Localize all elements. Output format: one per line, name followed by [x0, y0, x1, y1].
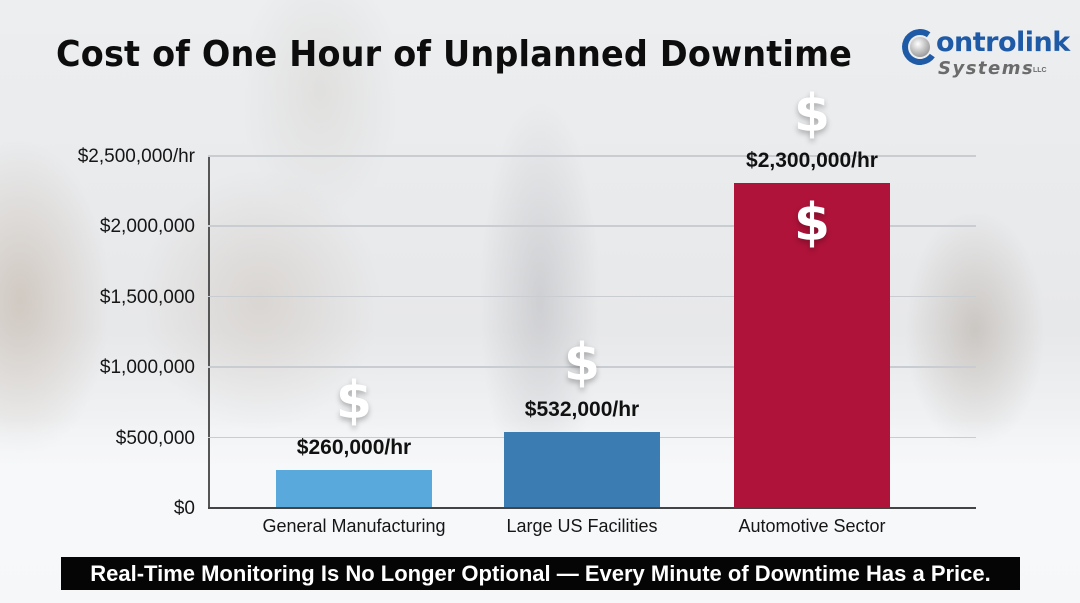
bar-value-label: $532,000/hr: [524, 398, 640, 422]
footer-banner: Real-Time Monitoring Is No Longer Option…: [61, 557, 1020, 590]
y-tick-label: $500,000: [115, 427, 195, 449]
logo-bottom-text: Systems: [938, 58, 1035, 79]
y-tick-label: $2,500,000/hr: [77, 146, 195, 167]
x-category-label: Automotive Sector: [738, 516, 886, 536]
logo-sphere-icon: [910, 37, 930, 57]
gridline: [208, 295, 976, 298]
gridline: [208, 225, 976, 227]
dollar-sign-icon: $: [793, 193, 831, 254]
y-tick-label: $0: [173, 498, 195, 519]
x-axis-line: [208, 507, 976, 509]
gridline: [208, 366, 976, 368]
bar-large-us-facilities: [504, 432, 660, 507]
y-axis-line: [208, 155, 210, 508]
gridline: [208, 155, 976, 157]
bar-value-label: $260,000/hr: [296, 436, 412, 460]
bar-automotive-sector: [734, 183, 890, 507]
y-tick-label: $2,000,000: [99, 216, 195, 238]
bar-value-label: $2,300,000/hr: [746, 149, 878, 173]
dollar-sign-icon: $: [793, 84, 831, 145]
dollar-sign-icon: $: [563, 333, 601, 394]
y-tick-label: $1,000,000: [99, 357, 195, 379]
x-category-label: Large US Facilities: [506, 516, 658, 536]
chart-title: Cost of One Hour of Unplanned Downtime: [56, 34, 853, 75]
company-logo: ontrolink Systems LLC: [899, 26, 1072, 83]
x-category-label: General Manufacturing: [262, 516, 446, 536]
logo-top-text: ontrolink: [936, 27, 1070, 58]
dollar-sign-icon: $: [335, 371, 373, 432]
logo-suffix: LLC: [1033, 67, 1047, 74]
y-tick-label: $1,500,000: [99, 286, 195, 308]
bar-general-manufacturing: [276, 470, 432, 507]
